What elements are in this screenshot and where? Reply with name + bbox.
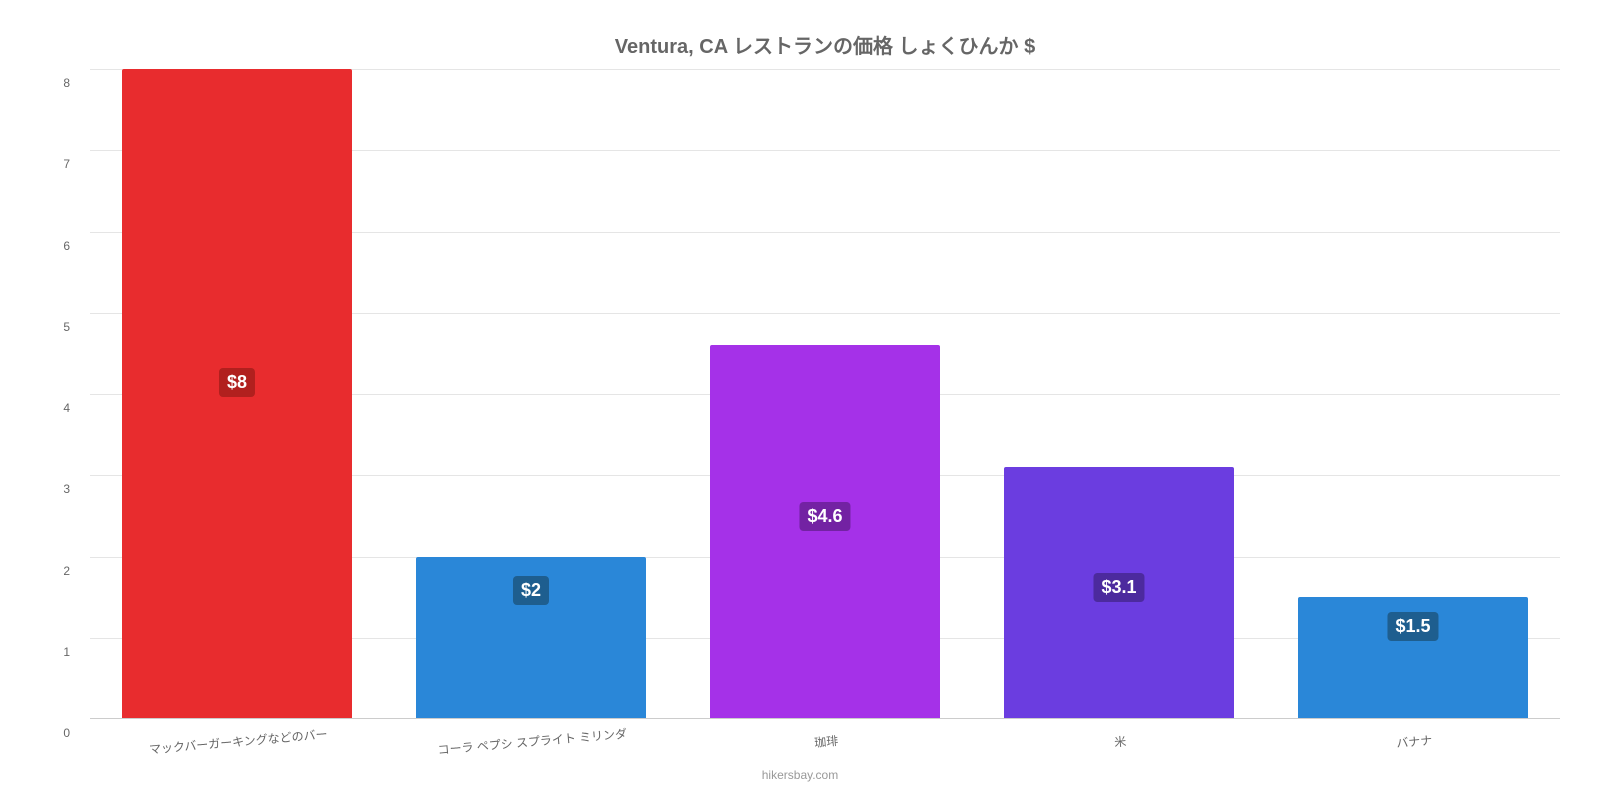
bars-group: $8 $2 $4.6 $3.1 $1.5: [90, 69, 1560, 719]
y-tick-label: 7: [63, 157, 70, 171]
bar: $2: [416, 557, 645, 720]
y-tick-label: 1: [63, 645, 70, 659]
x-tick-label: 米: [973, 714, 1268, 763]
x-axis-labels: マックバーガーキングなどのバーコーラ ペプシ スプライト ミリンダ珈琲米バナナ: [90, 704, 1560, 727]
bar: $1.5: [1298, 597, 1527, 719]
bar-slot: $4.6: [678, 69, 972, 719]
bar-value-label: $4.6: [799, 502, 850, 531]
x-tick-label: コーラ ペプシ スプライト ミリンダ: [385, 714, 680, 763]
x-tick-label: バナナ: [1267, 714, 1562, 763]
chart-attribution: hikersbay.com: [762, 768, 838, 782]
chart-title: Ventura, CA レストランの価格 しょくひんか $: [90, 30, 1560, 59]
y-tick-label: 2: [63, 564, 70, 578]
bar: $8: [122, 69, 351, 719]
bar-value-label: $1.5: [1387, 612, 1438, 641]
y-tick-label: 4: [63, 401, 70, 415]
price-bar-chart: Ventura, CA レストランの価格 しょくひんか $ 012345678 …: [0, 0, 1600, 800]
bar-value-label: $2: [513, 576, 549, 605]
x-tick-label: 珈琲: [679, 714, 974, 763]
bar: $4.6: [710, 345, 939, 719]
y-tick-label: 3: [63, 482, 70, 496]
bar-slot: $2: [384, 69, 678, 719]
x-tick-label: マックバーガーキングなどのバー: [91, 714, 386, 763]
bar-slot: $8: [90, 69, 384, 719]
bar: $3.1: [1004, 467, 1233, 719]
y-tick-label: 5: [63, 320, 70, 334]
bar-value-label: $3.1: [1093, 573, 1144, 602]
y-tick-label: 0: [63, 726, 70, 740]
y-tick-label: 8: [63, 76, 70, 90]
bar-slot: $3.1: [972, 69, 1266, 719]
plot-area: 012345678 $8$2$4.6$3.1$1.5 マックバーガーキングなどの…: [90, 69, 1560, 719]
bar-slot: $1.5: [1266, 69, 1560, 719]
y-tick-label: 6: [63, 239, 70, 253]
bar-value-label: $8: [219, 368, 255, 397]
